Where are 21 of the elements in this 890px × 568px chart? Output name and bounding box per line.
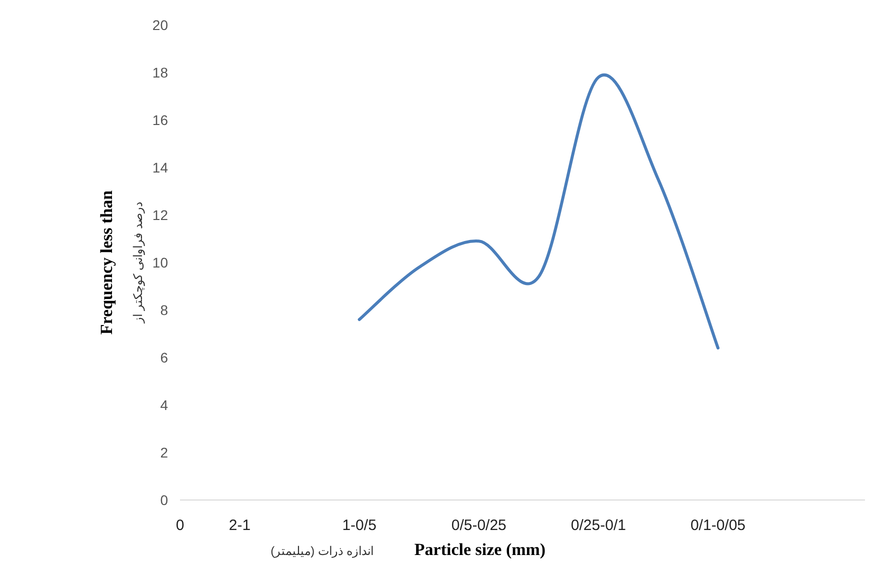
y-axis-title: Frequency less than (97, 190, 116, 335)
y-tick-label: 8 (160, 302, 168, 318)
text: اندازه ذرات (میلیمتر) (270, 544, 374, 558)
y-tick-label: 12 (152, 207, 168, 223)
x-tick-label: 0/1-0/05 (690, 517, 746, 534)
y-tick-label: 0 (160, 492, 168, 508)
x-tick-label: 0/25-0/1 (570, 517, 626, 534)
y-tick-label: 10 (152, 254, 168, 270)
y-tick-label: 6 (160, 350, 168, 366)
x-tick-label: 0/5-0/25 (451, 517, 506, 534)
y-tick-label: 2 (160, 444, 168, 460)
x-tick-label: 1-0/5 (342, 517, 376, 534)
y-tick-label: 4 (160, 397, 168, 413)
y-tick-label: 16 (152, 112, 168, 128)
y-tick-label: 14 (152, 160, 168, 176)
x-tick-label: 2-1 (228, 517, 251, 534)
x-tick-label: 0 (176, 517, 184, 534)
text: درصد فراوانی کوچکتر از (131, 202, 145, 324)
y-tick-label: 18 (152, 64, 168, 80)
x-axis-title: Particle size (mm) (414, 540, 546, 559)
y-tick-label: 20 (152, 17, 168, 33)
